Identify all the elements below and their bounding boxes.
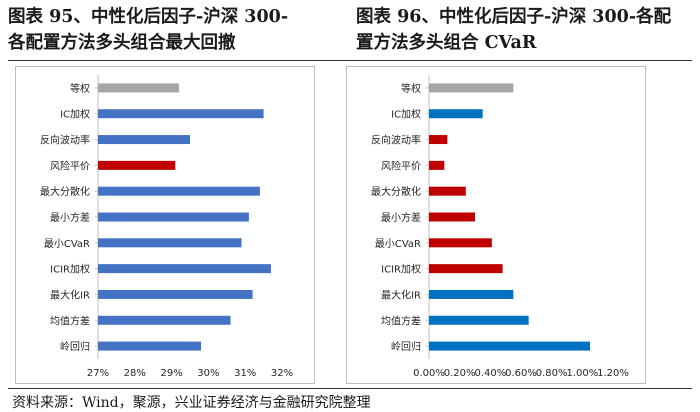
category-label: 均值方差 [381,314,421,327]
x-tick-label: 0.00% [413,368,445,379]
category-label: 最大化IR [50,288,90,301]
bar [98,212,249,222]
bar [429,83,514,93]
chart-title-cvar: 图表 96、中性化后因子-沪深 300-各配 置方法多头组合 CVaR [356,7,672,53]
category-label: 最大分散化 [40,185,90,198]
bar [98,135,190,145]
category-label: ICIR加权 [381,263,421,276]
bar [98,238,242,248]
bar [98,289,253,299]
category-label: 最小方差 [381,211,421,224]
bar [429,315,529,325]
bar [429,186,466,196]
bar [98,83,179,93]
x-tick-label: 29% [160,368,182,379]
category-label: ICIR加权 [50,263,90,276]
bar [98,160,176,170]
source-note: 资料来源：Wind，聚源，兴业证券经济与金融研究院整理 [12,395,371,411]
bar [429,341,590,351]
title-divider [8,60,692,61]
cvar-chart: 等权 IC加权反向波动率风险平价最大分散化最小方差最小CVaR ICIR加权 最大化I… [346,66,646,384]
x-tick-label: 0.40% [474,368,506,379]
x-tick-label: 27% [87,368,109,379]
x-tick-label: 30% [197,368,219,379]
max-drawdown-chart: 等权 IC加权反向波动率风险平价最大分散化最小方差最小CVaR ICIR加权 最大化I… [15,66,315,384]
bar [98,341,202,351]
category-label: 最小方差 [50,211,90,224]
category-label: IC加权 [60,108,90,121]
x-tick-label: 0.80% [536,368,568,379]
x-tick-label: 28% [124,368,146,379]
bar [98,315,231,325]
category-label: 最小CVaR [375,238,421,250]
category-label: 岭回归 [60,340,90,353]
bar [98,264,271,274]
category-label: 反向波动率 [40,134,90,147]
bar [429,160,445,170]
bar [98,186,260,196]
category-label: 等权 [70,82,90,95]
x-tick-label: 31% [234,368,256,379]
bar [429,135,448,145]
bar [429,212,475,222]
source-divider [8,388,692,389]
x-tick-label: 1.00% [566,368,598,379]
category-label: 岭回归 [391,340,421,353]
category-label: 反向波动率 [371,134,421,147]
category-label: 均值方差 [50,314,90,327]
category-label: 最小CVaR [44,238,90,250]
category-label: 最大分散化 [371,185,421,198]
bar [429,238,492,248]
category-label: IC加权 [391,108,421,121]
bar [429,289,514,299]
chart-title-max-drawdown: 图表 95、中性化后因子-沪深 300- 各配置方法多头组合最大回撤 [8,7,289,53]
bar [98,109,264,119]
category-label: 风险平价 [381,159,421,172]
bar [429,264,503,274]
x-tick-label: 1.20% [597,368,629,379]
category-label: 风险平价 [50,159,90,172]
category-label: 等权 [401,82,421,95]
x-tick-label: 0.20% [444,368,476,379]
bar [429,109,483,119]
x-tick-label: 32% [271,368,293,379]
category-label: 最大化IR [381,288,421,301]
x-tick-label: 0.60% [505,368,537,379]
